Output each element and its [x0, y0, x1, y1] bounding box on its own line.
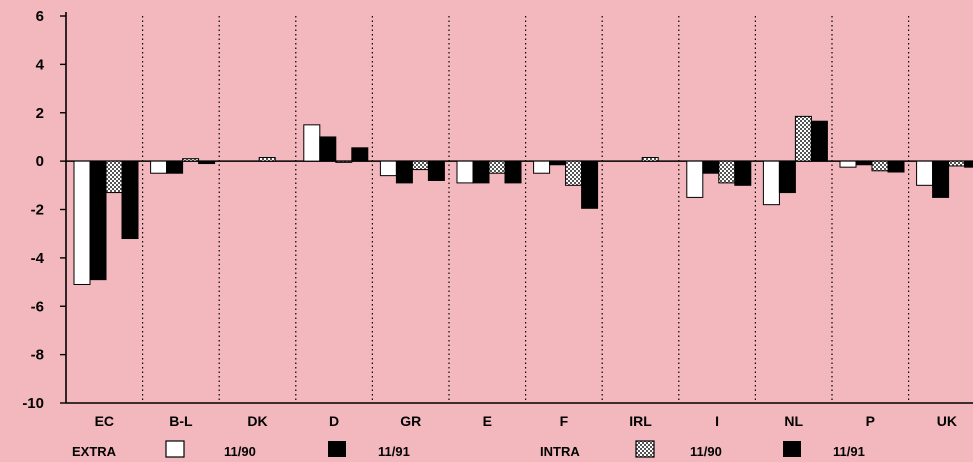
y-tick-label: -6: [31, 298, 44, 315]
bar-intra-11-90-d: [335, 160, 353, 163]
bar-extra-11-91-nl: [778, 160, 796, 194]
bar-intra-11-91-f: [581, 160, 599, 209]
bar-intra-11-90-p: [871, 160, 889, 172]
bar-intra-11-91-e: [504, 160, 522, 184]
y-tick-label: -8: [31, 347, 44, 364]
category-label: I: [715, 413, 719, 429]
y-tick-label: 2: [36, 105, 44, 122]
bar-intra-11-90-irl: [641, 156, 659, 162]
bar-extra-11-91-e: [472, 160, 490, 184]
bar-extra-11-91-i: [702, 160, 720, 174]
bar-intra-11-91-nl: [810, 120, 828, 162]
legend-group-intra: INTRA: [540, 444, 580, 459]
bar-intra-11-91-b-l: [198, 160, 216, 165]
bar-intra-11-91-p: [887, 160, 905, 173]
category-label: B-L: [169, 413, 193, 429]
legend-swatch-intra-11-91: [783, 441, 801, 457]
bar-extra-11-90-p: [839, 160, 857, 168]
category-label: UK: [937, 413, 957, 429]
bar-extra-11-91-d: [319, 136, 337, 162]
y-tick-label: -2: [31, 202, 44, 219]
bar-extra-11-90-f: [533, 160, 551, 174]
category-label: DK: [247, 413, 267, 429]
legend-swatch-extra-11-90: [165, 440, 185, 458]
bar-extra-11-90-i: [686, 160, 704, 198]
legend-label-intra-11-91: 11/91: [833, 444, 865, 459]
legend: EXTRA 11/90 11/91 INTRA 11/90 11/91: [72, 440, 865, 459]
category-label: EC: [95, 413, 114, 429]
bar-extra-11-90-nl: [762, 160, 780, 206]
bar-intra-11-90-e: [488, 160, 506, 174]
bar-extra-11-90-d: [303, 124, 321, 162]
bar-extra-11-91-uk: [932, 160, 950, 198]
category-label: IRL: [629, 413, 652, 429]
category-label: D: [329, 413, 339, 429]
legend-label-extra-11-91: 11/91: [378, 444, 410, 459]
category-label: NL: [784, 413, 803, 429]
bar-extra-11-90-gr: [379, 160, 397, 177]
bar-extra-11-91-ec: [89, 160, 107, 281]
bar-intra-11-90-dk: [258, 156, 276, 162]
legend-swatch-extra-11-91: [328, 441, 346, 457]
legend-label-intra-11-90: 11/90: [690, 444, 722, 459]
bar-extra-11-90-b-l: [150, 160, 168, 174]
category-label: P: [866, 413, 875, 429]
bar-intra-11-90-b-l: [182, 158, 200, 162]
y-tick-label: 4: [36, 56, 45, 73]
legend-label-extra-11-90: 11/90: [224, 444, 256, 459]
bar-intra-11-90-nl: [794, 115, 812, 162]
bar-intra-11-90-f: [565, 160, 583, 186]
category-label: E: [483, 413, 492, 429]
y-tick-label: 0: [36, 153, 44, 170]
bar-intra-11-91-uk: [964, 160, 973, 168]
category-label: F: [560, 413, 569, 429]
category-label: GR: [400, 413, 421, 429]
bar-intra-11-90-uk: [948, 160, 966, 167]
bar-intra-11-91-gr: [427, 160, 445, 181]
bar-intra-11-90-i: [718, 160, 736, 184]
bar-intra-11-91-d: [351, 147, 369, 162]
bar-intra-11-91-ec: [121, 160, 139, 240]
legend-group-extra: EXTRA: [72, 444, 117, 459]
bar-extra-11-91-gr: [395, 160, 413, 184]
y-tick-label: 6: [36, 8, 44, 25]
bar-extra-11-90-e: [456, 160, 474, 184]
legend-swatch-intra-11-90: [635, 440, 655, 458]
bar-intra-11-90-ec: [105, 160, 123, 194]
bar-extra-11-91-f: [549, 160, 567, 166]
bar-extra-11-91-p: [855, 160, 873, 166]
bar-extra-11-90-uk: [916, 160, 934, 186]
bar-extra-11-90-ec: [73, 160, 91, 285]
y-tick-label: -10: [22, 395, 44, 412]
bar-intra-11-90-gr: [411, 160, 429, 171]
bar-extra-11-91-b-l: [166, 160, 184, 174]
bar-intra-11-91-i: [734, 160, 752, 186]
y-tick-label: -4: [31, 250, 45, 267]
